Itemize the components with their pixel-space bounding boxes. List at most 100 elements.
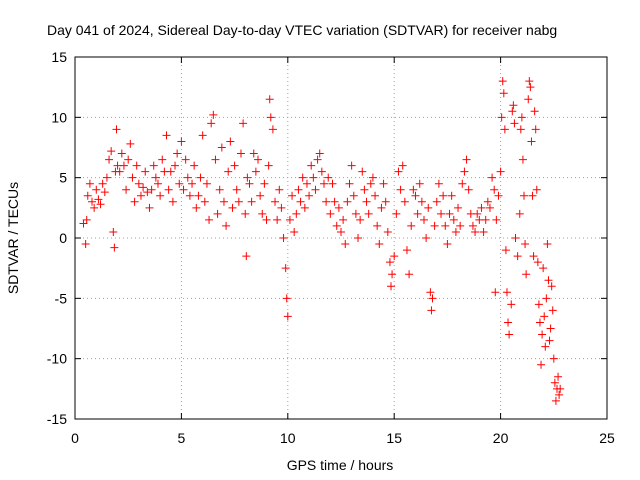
data-point: [394, 167, 403, 176]
data-point: [281, 264, 290, 273]
data-point: [443, 240, 452, 249]
data-point: [188, 179, 197, 188]
data-point: [242, 252, 251, 261]
data-point: [300, 203, 309, 212]
data-point: [228, 203, 237, 212]
data-point: [179, 185, 188, 194]
data-point: [422, 234, 431, 242]
x-tick-label: 15: [386, 430, 402, 446]
data-point: [230, 161, 239, 170]
data-point: [368, 173, 377, 182]
data-point: [549, 354, 558, 363]
data-point: [85, 179, 94, 188]
data-point: [451, 227, 460, 236]
data-point: [207, 119, 216, 128]
data-point: [219, 197, 228, 206]
data-point: [294, 185, 303, 194]
data-point: [341, 240, 350, 249]
data-point: [360, 185, 369, 194]
data-point: [330, 197, 339, 206]
data-point: [213, 209, 222, 218]
data-point: [508, 107, 517, 116]
data-point: [530, 107, 539, 116]
data-point: [390, 252, 399, 261]
data-point: [449, 215, 458, 224]
data-point: [445, 209, 454, 218]
data-point: [222, 221, 231, 230]
data-point: [532, 185, 541, 194]
data-point: [266, 113, 275, 122]
data-point: [328, 179, 337, 188]
data-point: [339, 215, 348, 224]
data-point: [513, 252, 522, 261]
y-tick-label: -15: [47, 411, 67, 427]
data-point: [309, 173, 318, 182]
data-point: [277, 203, 286, 212]
data-point: [545, 336, 554, 345]
data-point: [556, 384, 565, 393]
data-point: [254, 155, 263, 164]
data-point: [105, 155, 114, 164]
data-point: [112, 125, 121, 134]
data-point: [462, 155, 471, 164]
data-point: [521, 240, 530, 249]
data-point: [296, 197, 305, 206]
data-point: [158, 155, 167, 164]
data-point: [542, 294, 551, 303]
data-point: [437, 209, 446, 218]
data-point: [456, 221, 465, 230]
data-point: [473, 209, 482, 218]
data-point: [251, 167, 260, 176]
data-point: [548, 306, 557, 315]
data-point: [383, 227, 392, 236]
chart-title: Day 041 of 2024, Sidereal Day-to-day VTE…: [47, 22, 557, 38]
data-point: [407, 221, 416, 230]
data-point: [190, 161, 199, 170]
data-series-sdtvar: [79, 77, 565, 405]
data-point: [477, 203, 486, 212]
data-point: [200, 197, 209, 206]
data-point: [520, 191, 529, 200]
data-point: [153, 179, 162, 188]
data-point: [488, 173, 497, 182]
data-point: [302, 179, 311, 188]
data-point: [373, 221, 382, 230]
data-point: [271, 197, 280, 206]
data-point: [149, 161, 158, 170]
plot-frame: [74, 56, 608, 420]
data-point: [315, 149, 324, 158]
data-point: [497, 113, 506, 122]
data-point: [396, 185, 405, 194]
data-point: [173, 149, 182, 158]
data-point: [509, 101, 518, 110]
y-tick-label: -10: [47, 351, 67, 367]
data-point: [243, 173, 252, 182]
x-tick-label: 25: [599, 430, 615, 446]
data-point: [377, 203, 386, 212]
data-point: [171, 161, 180, 170]
data-point: [245, 179, 254, 188]
data-point: [79, 219, 88, 228]
data-point: [483, 197, 492, 206]
data-point: [349, 191, 358, 200]
data-point: [427, 306, 436, 315]
data-point: [168, 197, 177, 206]
data-point: [500, 125, 509, 134]
data-point: [400, 197, 409, 206]
data-point: [194, 191, 203, 200]
data-point: [117, 149, 126, 158]
data-point: [241, 209, 250, 218]
data-point: [496, 167, 505, 176]
data-point: [490, 185, 499, 194]
data-point: [262, 215, 271, 224]
data-point: [292, 209, 301, 218]
data-point: [162, 131, 171, 140]
data-point: [322, 197, 331, 206]
data-point: [124, 155, 133, 164]
data-point: [526, 83, 535, 92]
data-point: [258, 209, 267, 218]
y-tick-label: 5: [59, 170, 67, 186]
data-point: [419, 215, 428, 224]
data-point: [458, 179, 467, 188]
